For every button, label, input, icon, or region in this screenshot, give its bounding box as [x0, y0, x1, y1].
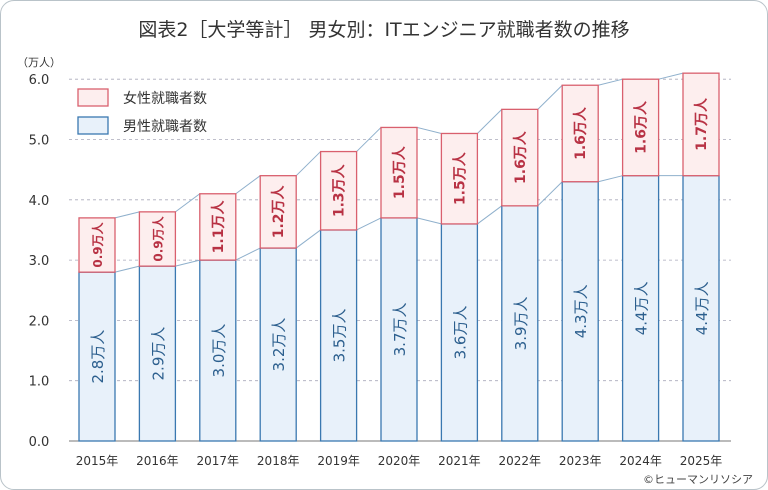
chart-title: 図表2［大学等計］ 男女別：ITエンジニア就職者数の推移	[138, 19, 630, 41]
bar-female	[561, 84, 599, 183]
connector-line-total	[416, 126, 442, 134]
data-label-male: 2.8万人	[89, 330, 107, 384]
connector-line-total	[477, 108, 503, 134]
connector-line-total	[537, 84, 563, 110]
bar-male	[199, 259, 237, 442]
bar-female	[78, 217, 116, 273]
bar-female	[440, 132, 479, 225]
bar-male	[380, 217, 418, 442]
bar-female	[380, 126, 418, 219]
x-tick-label: 2024年	[619, 454, 662, 468]
connector-line-total	[658, 72, 684, 80]
data-label-female: 1.1万人	[210, 200, 227, 254]
data-label-male: 3.0万人	[210, 324, 228, 378]
connector-line-male	[416, 217, 442, 225]
bar-female	[138, 211, 177, 267]
x-tick-label: 2021年	[438, 454, 481, 468]
y-tick-label: 1.0	[29, 375, 50, 390]
x-tick-label: 2025年	[680, 454, 723, 468]
data-label-female: 1.5万人	[391, 145, 408, 199]
data-label-female: 1.6万人	[512, 130, 529, 184]
x-tick-label: 2023年	[559, 454, 602, 468]
y-tick-label: 0.0	[29, 435, 50, 450]
x-tick-label: 2016年	[136, 454, 179, 468]
connector-line-male	[356, 217, 382, 231]
connector-line-male	[598, 175, 623, 183]
legend-swatch-female	[77, 88, 109, 107]
connector-line-male	[295, 229, 321, 249]
legend-label-male: 男性就職者数	[123, 119, 207, 135]
bar-female	[319, 150, 358, 231]
data-label-female: 0.9万人	[90, 221, 105, 267]
legend-label-female: 女性就職者数	[123, 90, 207, 107]
data-label-male: 3.6万人	[451, 306, 469, 360]
connector-line-total	[356, 127, 382, 152]
bar-male	[440, 223, 479, 442]
data-label-male: 3.7万人	[391, 303, 409, 357]
connector-line-male	[477, 205, 503, 225]
connector-line-total	[175, 193, 201, 213]
x-tick-label: 2017年	[197, 454, 240, 468]
bar-male	[319, 229, 358, 442]
bar-male	[138, 265, 177, 442]
x-tick-label: 2019年	[317, 454, 360, 468]
bar-male	[259, 247, 297, 442]
connector-line-male	[175, 259, 200, 267]
bar-female	[621, 78, 660, 177]
data-label-male: 4.3万人	[572, 284, 590, 338]
data-label-female: 1.5万人	[451, 151, 468, 205]
data-label-male: 4.4万人	[693, 281, 711, 335]
connector-line-total	[114, 211, 140, 219]
bar-male	[682, 175, 720, 442]
data-label-female: 1.3万人	[331, 163, 348, 217]
data-label-female: 1.7万人	[693, 97, 710, 151]
data-label-male: 3.5万人	[331, 309, 349, 363]
data-label-female: 1.6万人	[572, 106, 589, 160]
bar-male	[621, 175, 660, 442]
connector-line-total	[235, 175, 261, 195]
connector-line-male	[235, 247, 261, 261]
y-tick-label: 5.0	[29, 134, 50, 149]
data-label-male: 3.2万人	[270, 318, 288, 372]
data-label-female: 1.6万人	[633, 100, 650, 154]
data-label-male: 2.9万人	[149, 327, 167, 381]
connector-line-male	[537, 181, 563, 207]
data-label-female: 0.9万人	[150, 215, 165, 261]
y-tick-label: 3.0	[29, 254, 50, 269]
x-tick-label: 2018年	[257, 454, 300, 468]
connector-line-total	[598, 78, 623, 86]
bar-female	[682, 72, 720, 177]
connector-line-total	[295, 151, 321, 177]
y-tick-label: 6.0	[29, 73, 50, 88]
connector-line-male	[114, 265, 140, 273]
data-label-female: 1.2万人	[270, 184, 287, 238]
bar-female	[259, 175, 297, 249]
y-tick-label: 2.0	[29, 314, 50, 329]
x-tick-label: 2020年	[378, 454, 421, 468]
x-tick-label: 2015年	[76, 454, 119, 468]
bar-male	[561, 181, 599, 442]
legend-swatch-male	[77, 116, 109, 135]
y-tick-label: 4.0	[29, 194, 50, 209]
bar-female	[501, 108, 539, 207]
bar-female	[199, 193, 237, 261]
copyright: ©ヒューマンリソシア	[643, 473, 753, 486]
data-label-male: 3.9万人	[512, 296, 530, 350]
bar-male	[501, 205, 539, 442]
y-axis-label: （万人）	[17, 56, 61, 69]
data-label-male: 4.4万人	[633, 281, 651, 335]
x-tick-label: 2022年	[499, 454, 542, 468]
